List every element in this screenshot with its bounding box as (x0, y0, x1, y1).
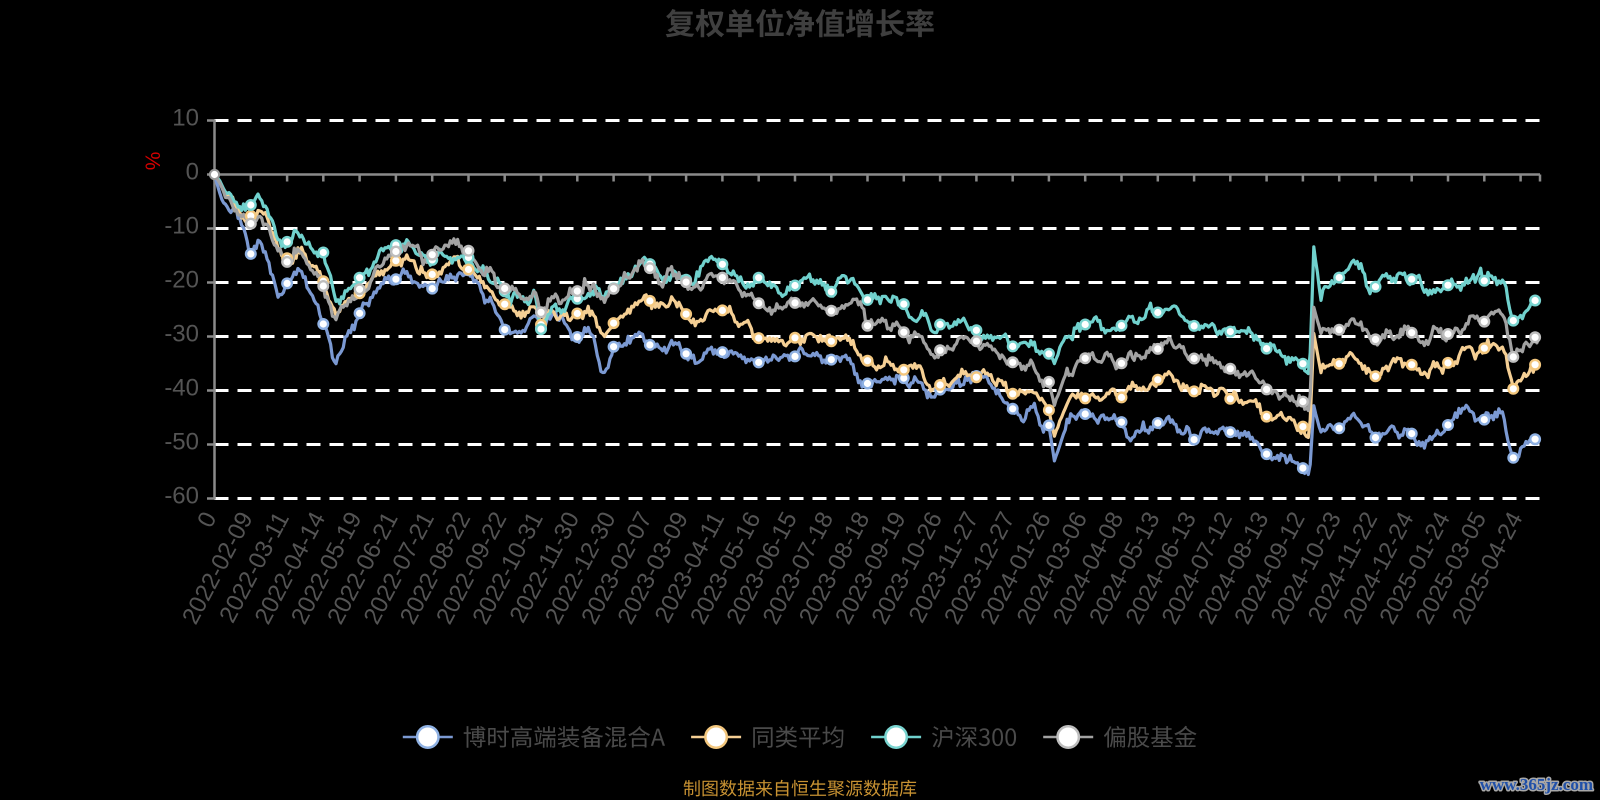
svg-text:10: 10 (172, 105, 199, 132)
svg-text:-40: -40 (164, 375, 199, 402)
svg-text:0: 0 (186, 159, 199, 186)
svg-text:-50: -50 (164, 429, 199, 456)
svg-text:www.365jz.com: www.365jz.com (1480, 775, 1593, 794)
svg-text:%: % (141, 152, 164, 171)
svg-text:-10: -10 (164, 213, 199, 240)
svg-text:-30: -30 (164, 321, 199, 348)
svg-text:-60: -60 (164, 483, 199, 510)
svg-text:-20: -20 (164, 267, 199, 294)
